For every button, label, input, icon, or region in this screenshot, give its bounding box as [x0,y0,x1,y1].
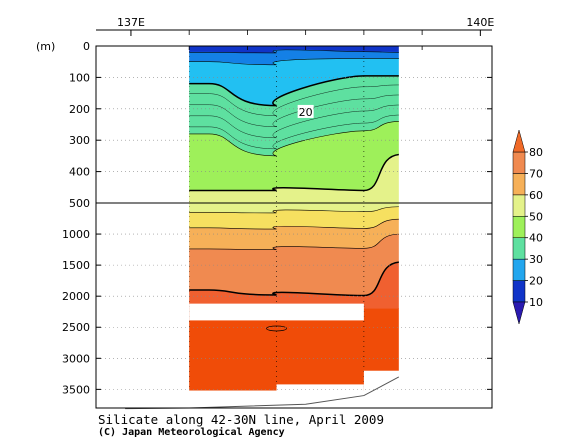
y-tick-label: 3000 [62,352,90,365]
colorbar-label: 50 [529,210,543,223]
gap-bottom-mid [276,384,364,408]
contour-line-6 [189,206,399,214]
contour-label-bg [297,104,314,118]
contour-line-1 [189,49,399,54]
y-unit-label: (m) [36,40,55,53]
colorbar-label: 20 [529,275,543,288]
y-tick-label: 200 [69,103,90,116]
colorbar-over-arrow [512,129,526,153]
contour-minor-0 [189,84,399,116]
gap-bottom-left [189,390,277,408]
gap-mid-depth [189,303,364,321]
contour-label-20: 20 [299,106,313,119]
colorbar-label: 30 [529,253,543,266]
y-tick-label: 2000 [62,290,90,303]
colorbar-label: 70 [529,167,543,180]
y-tick-label: 0 [83,40,90,53]
chart-title: Silicate along 42-30N line, April 2009 [98,412,384,427]
concentration-bands [189,46,399,391]
colorbar-segment [512,173,526,196]
y-tick-label: 500 [69,197,90,210]
colorbar-segment [512,258,526,281]
contour-minor-1 [189,94,399,127]
y-tick-label: 300 [69,134,90,147]
contour-line-7 [189,218,399,230]
y-tick-label: 1000 [62,228,90,241]
small-contour-loop [266,325,287,332]
y-tick-label: 100 [69,71,90,84]
plot-border [95,45,493,409]
credit-line: (C) Japan Meteorological Agency [98,427,285,438]
contour-line-9 [189,261,399,297]
contour-line-2 [189,58,399,66]
contour-lines: 20 [189,46,399,391]
colorbar-segment [512,151,526,174]
y-tick-label: 1500 [62,259,90,272]
contour-line-3 [189,75,399,107]
contour-line-8 [189,233,399,250]
x-tick-label: 140E [466,16,494,29]
colorbar-label: 10 [529,296,543,309]
colorbar-label: 80 [529,146,543,159]
colorbar-segment [512,194,526,217]
colorbar-label: 40 [529,232,543,245]
colorbar-under-arrow [512,301,526,325]
colorbar: 10 20 30 40 50 60 70 80 [512,129,543,325]
plot-frame [95,29,493,409]
colorbar-segment [512,280,526,303]
colorbar-segment [512,216,526,238]
colorbar-label: 60 [529,189,543,202]
y-tick-label: 2500 [62,321,90,334]
contour-minor-2 [189,104,399,139]
contour-line-5 [189,153,399,192]
y-tick-label: 400 [69,166,90,179]
missing-data-areas [125,303,400,410]
contour-minor-3 [189,114,399,150]
y-tick-label: 3500 [62,383,90,396]
contour-line-4 [189,121,399,157]
x-tick-label: 137E [117,16,145,29]
axes: 0 100 200 300 400 500 1000 1500 2000 2500 3000 3500… [36,16,494,396]
colorbar-segment [512,237,526,260]
